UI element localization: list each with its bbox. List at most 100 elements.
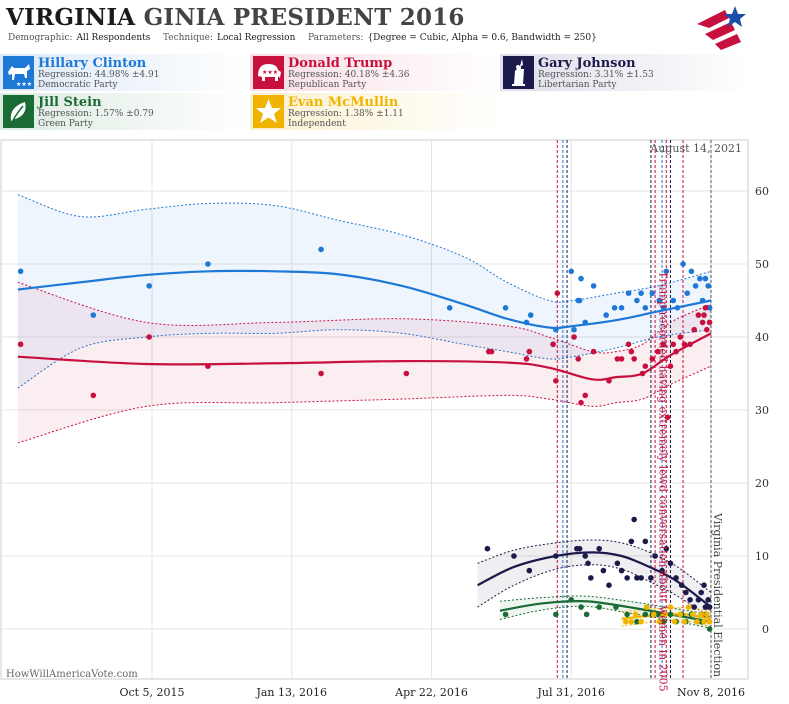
poll-point	[642, 611, 649, 618]
svg-text:★★★: ★★★	[16, 81, 32, 88]
demographic-value: All Respondents	[76, 33, 151, 43]
poll-point	[660, 341, 667, 348]
poll-point	[553, 378, 559, 384]
poll-point	[596, 545, 602, 552]
x-tick-label: Jul 31, 2016	[537, 686, 606, 699]
band-upper-line	[17, 194, 712, 303]
poll-point	[403, 370, 410, 377]
watermark: HowWillAmericaVote.com	[6, 669, 138, 680]
candidate-regression: Regression: 3.31% ±1.53	[538, 70, 654, 80]
poll-point	[624, 575, 630, 581]
poll-point	[625, 341, 632, 348]
poll-point	[606, 378, 612, 384]
poll-point	[502, 611, 509, 618]
poll-point	[634, 297, 640, 304]
poll-point	[650, 611, 657, 618]
poll-point	[698, 589, 705, 596]
poll-point	[678, 582, 685, 588]
poll-point	[706, 604, 713, 610]
poll-point	[660, 305, 667, 311]
band-upper-line	[477, 539, 712, 593]
poll-point	[649, 356, 656, 362]
poll-point	[684, 290, 691, 296]
poll-point	[578, 399, 584, 406]
poll-point	[527, 312, 534, 318]
poll-point	[656, 297, 663, 304]
parameters-label: Parameters:	[308, 33, 364, 43]
poll-point	[90, 312, 97, 318]
candidate-regression: Regression: 1.57% ±0.79	[38, 109, 154, 119]
poll-point	[652, 553, 658, 559]
donkey-icon: ★★★	[3, 56, 34, 89]
poll-point	[638, 575, 644, 581]
poll-point	[659, 567, 665, 574]
poll-point	[702, 604, 709, 610]
poll-point	[699, 319, 706, 326]
poll-point	[205, 363, 211, 369]
poll-point	[502, 305, 509, 311]
poll-point	[642, 363, 649, 369]
band-upper-line	[621, 607, 712, 612]
poll-point	[553, 326, 559, 333]
poll-point	[698, 611, 705, 618]
poll-point	[706, 626, 713, 632]
title-rest: GINIA PRESIDENT 2016	[143, 4, 465, 31]
poll-point	[488, 348, 495, 355]
poll-point	[683, 589, 689, 596]
poll-point	[606, 582, 612, 588]
band-lower-line	[477, 564, 712, 619]
poll-point	[568, 597, 575, 603]
poll-point	[697, 275, 703, 282]
poll-point	[638, 290, 644, 296]
poll-point	[205, 261, 211, 267]
demographic-label: Demographic:	[8, 33, 73, 43]
poll-point	[690, 611, 696, 618]
elephant-icon: ★★★	[253, 56, 284, 89]
confidence-band	[17, 194, 711, 389]
poll-point	[575, 356, 582, 362]
poll-point	[687, 597, 693, 603]
y-tick-label: 40	[755, 331, 769, 344]
poll-point	[660, 618, 667, 625]
poll-point	[146, 334, 153, 340]
poll-point	[590, 348, 597, 355]
poll-point	[596, 604, 602, 610]
poll-point	[318, 246, 324, 253]
poll-point	[667, 604, 674, 610]
poll-point	[578, 275, 584, 282]
poll-point	[692, 283, 699, 289]
poll-point	[553, 553, 559, 559]
event-label: Virginia Presidential Election	[711, 512, 724, 677]
poll-point	[704, 611, 710, 618]
statue-of-liberty-icon	[503, 56, 534, 89]
poll-point	[632, 611, 639, 618]
poll-point	[701, 618, 707, 625]
poll-point	[704, 326, 710, 333]
poll-point	[618, 567, 625, 574]
candidate-card-johnson: Gary Johnson Regression: 3.31% ±1.53 Lib…	[500, 54, 750, 91]
technique-value: Local Regression	[217, 33, 296, 43]
poll-point	[582, 319, 589, 326]
star-icon	[253, 95, 284, 128]
x-tick-label: Jan 13, 2016	[255, 686, 327, 699]
poll-point	[90, 392, 97, 399]
poll-point	[550, 341, 556, 348]
poll-point	[523, 356, 530, 362]
poll-point	[688, 268, 695, 275]
poll-point	[582, 392, 589, 399]
poll-point	[603, 312, 609, 318]
poll-point	[585, 560, 591, 567]
poll-point	[638, 618, 644, 625]
poll-point	[677, 334, 684, 340]
poll-point	[673, 575, 679, 581]
candidate-name: Hillary Clinton	[38, 56, 147, 71]
poll-point	[705, 597, 712, 603]
poll-point	[701, 312, 707, 318]
poll-point	[523, 319, 530, 326]
poll-point	[655, 348, 661, 355]
confidence-band	[499, 595, 711, 629]
poll-point	[706, 305, 713, 311]
poll-point	[625, 290, 632, 296]
poll-point	[655, 611, 661, 618]
poll-chart: 0 10 20 30 40 50 60 Oct 5, 2015 Jan 13, 2016 Apr …	[0, 139, 769, 699]
